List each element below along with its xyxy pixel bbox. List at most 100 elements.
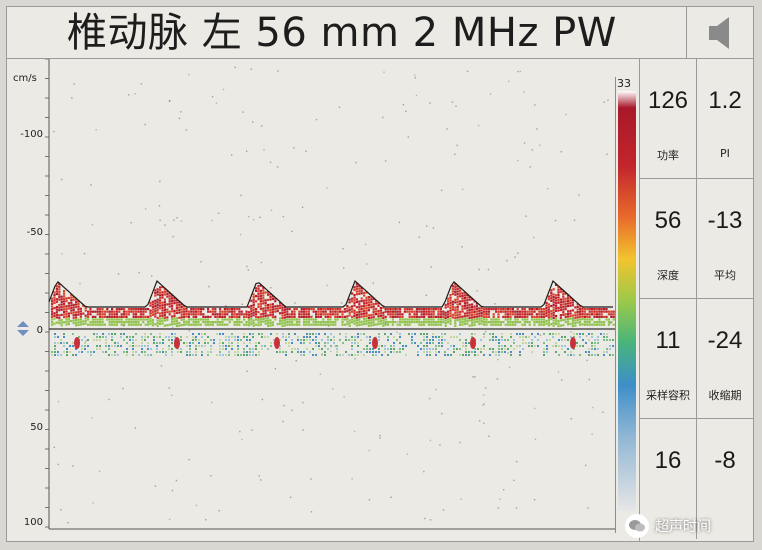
spectrum-speckle xyxy=(473,305,476,308)
low-velocity-speckle xyxy=(489,333,491,335)
spectrum-speckle xyxy=(581,323,584,326)
spectrum-speckle xyxy=(607,318,610,321)
spectrum-speckle xyxy=(353,301,356,304)
low-velocity-speckle xyxy=(156,345,158,347)
low-velocity-speckle xyxy=(192,333,194,335)
spectrum-speckle xyxy=(286,318,289,321)
spectrum-speckle xyxy=(303,323,306,326)
spectrum-speckle xyxy=(94,315,97,318)
spectrum-speckle xyxy=(463,317,466,320)
low-velocity-speckle xyxy=(561,345,563,347)
speaker-button[interactable] xyxy=(687,7,753,59)
spectrum-speckle xyxy=(351,315,354,318)
spectrum-speckle xyxy=(591,318,594,321)
spectrum-speckle xyxy=(461,305,464,308)
low-velocity-speckle xyxy=(120,336,122,338)
spectrum-speckle xyxy=(504,315,507,318)
spectrum-speckle xyxy=(51,310,54,313)
spectrum-speckle xyxy=(579,323,582,326)
noise-speckle xyxy=(319,373,322,375)
spectrum-speckle xyxy=(574,306,577,309)
spectrum-speckle xyxy=(567,294,570,297)
spectrum-speckle xyxy=(471,308,474,311)
spectrum-speckle xyxy=(600,315,603,318)
low-velocity-speckle xyxy=(339,354,341,356)
spectrum-speckle xyxy=(396,310,399,313)
spectrum-speckle xyxy=(315,323,318,326)
spectrum-speckle xyxy=(463,315,466,318)
spectrum-speckle xyxy=(96,318,99,321)
noise-speckle xyxy=(98,470,101,473)
low-velocity-speckle xyxy=(336,345,338,347)
noise-speckle xyxy=(565,113,567,116)
spectrum-speckle xyxy=(149,322,152,325)
noise-speckle xyxy=(489,93,492,95)
low-velocity-speckle xyxy=(402,348,404,350)
spectrum-speckle xyxy=(240,313,243,316)
spectrum-speckle xyxy=(437,323,440,326)
spectrum-speckle xyxy=(569,299,572,302)
spectrum-speckle xyxy=(94,321,97,324)
spectrum-speckle xyxy=(252,319,255,322)
spectrum-speckle xyxy=(257,303,260,306)
spectrum-speckle xyxy=(564,308,567,311)
spectrum-speckle xyxy=(228,310,231,313)
spectrum-speckle xyxy=(444,319,447,322)
spectrum-speckle xyxy=(540,315,543,318)
spectrum-speckle xyxy=(202,313,205,316)
low-velocity-speckle xyxy=(324,345,326,347)
noise-speckle xyxy=(215,102,218,104)
noise-speckle xyxy=(602,411,604,413)
spectrum-speckle xyxy=(528,321,531,324)
spectrum-speckle xyxy=(607,321,610,324)
spectrum-speckle xyxy=(137,318,140,321)
spectrum-speckle xyxy=(103,315,106,318)
spectrum-speckle xyxy=(497,318,500,321)
spectrum-speckle xyxy=(99,310,102,313)
baseline-arrows-icon[interactable] xyxy=(17,321,29,336)
low-velocity-speckle xyxy=(180,348,182,350)
spectrum-speckle xyxy=(456,290,459,293)
spectrum-speckle xyxy=(315,318,318,321)
spectrum-speckle xyxy=(77,321,80,324)
spectrum-speckle xyxy=(75,313,78,316)
low-velocity-speckle xyxy=(522,336,524,338)
spectrum-speckle xyxy=(51,313,54,316)
spectrum-speckle xyxy=(468,319,471,322)
low-velocity-speckle xyxy=(501,351,503,353)
spectrum-speckle xyxy=(456,316,459,319)
spectrum-speckle xyxy=(130,323,133,326)
spectrum-speckle xyxy=(339,308,342,311)
spectrum-speckle xyxy=(574,324,577,327)
spectrum-speckle xyxy=(151,324,154,327)
spectrum-speckle xyxy=(538,308,541,311)
low-velocity-speckle xyxy=(216,354,218,356)
spectrum-speckle xyxy=(571,298,574,302)
spectrum-speckle xyxy=(521,323,524,326)
spectrum-speckle xyxy=(394,315,397,318)
spectrum-speckle xyxy=(161,304,164,307)
spectrum-speckle xyxy=(569,309,572,312)
spectrum-speckle xyxy=(384,315,387,318)
noise-speckle xyxy=(503,489,505,491)
spectrum-speckle xyxy=(89,313,92,316)
low-velocity-speckle xyxy=(252,333,254,335)
spectrum-speckle xyxy=(559,316,562,319)
spectrum-speckle xyxy=(243,313,246,316)
spectrum-speckle xyxy=(375,313,378,316)
low-velocity-speckle xyxy=(345,351,347,353)
spectrum-speckle xyxy=(192,323,195,326)
low-velocity-speckle xyxy=(198,333,200,335)
noise-speckle xyxy=(67,522,69,524)
noise-speckle xyxy=(302,429,304,431)
spectrum-speckle xyxy=(468,316,471,319)
noise-speckle xyxy=(261,125,263,127)
spectrum-speckle xyxy=(279,301,282,304)
spectrum-speckle xyxy=(485,318,488,321)
spectrum-speckle xyxy=(257,311,260,314)
spectrum-speckle xyxy=(305,318,308,321)
spectrum-speckle xyxy=(475,320,478,323)
spectrum-speckle xyxy=(173,302,176,305)
spectrum-speckle xyxy=(149,314,152,317)
spectrum-speckle xyxy=(382,314,385,317)
